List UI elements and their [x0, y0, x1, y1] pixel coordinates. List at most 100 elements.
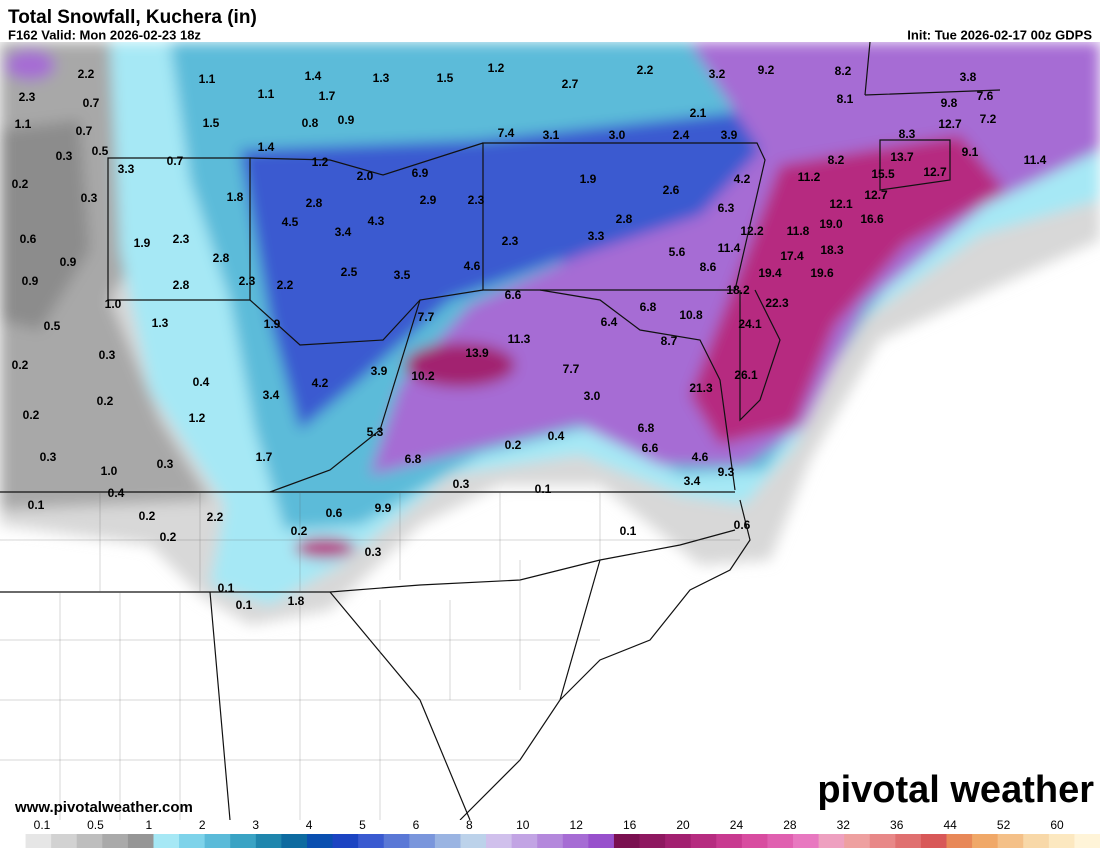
snowfall-label: 1.9 — [134, 236, 151, 250]
snowfall-label: 1.8 — [288, 594, 305, 608]
legend-swatch — [613, 834, 641, 848]
snowfall-label: 0.6 — [20, 232, 37, 246]
snowfall-label: 0.2 — [97, 394, 114, 408]
legend-swatch — [460, 834, 487, 848]
legend-swatch — [920, 834, 948, 848]
legend-tick-label: 24 — [730, 818, 744, 832]
snowfall-label: 15.5 — [871, 167, 895, 181]
legend-swatch — [383, 834, 410, 848]
snowfall-label: 1.0 — [101, 464, 118, 478]
logo: pivotal weather — [817, 769, 1094, 811]
snowfall-label: 2.7 — [562, 77, 579, 91]
snowfall-label: 0.1 — [218, 581, 235, 595]
legend-swatch — [230, 834, 257, 848]
legend-swatch — [51, 834, 78, 848]
snowfall-label: 9.2 — [758, 63, 775, 77]
snowfall-label: 0.2 — [139, 509, 156, 523]
snowfall-label: 3.3 — [118, 162, 135, 176]
snowfall-label: 1.9 — [580, 172, 597, 186]
snowfall-label: 0.1 — [620, 524, 637, 538]
legend-tick-label: 4 — [306, 818, 313, 832]
snowfall-label: 0.7 — [167, 154, 184, 168]
snowfall-label: 2.8 — [213, 251, 230, 265]
snowfall-label: 0.9 — [22, 274, 39, 288]
snowfall-label: 1.7 — [319, 89, 336, 103]
snowfall-label: 1.3 — [373, 71, 390, 85]
snowfall-label: 4.6 — [464, 259, 481, 273]
legend-swatch — [76, 834, 103, 848]
snowfall-label: 11.3 — [508, 332, 531, 346]
snowfall-label: 13.7 — [890, 150, 914, 164]
legend-swatch — [716, 834, 743, 848]
legend-swatch — [179, 834, 206, 848]
snowfall-label: 1.4 — [305, 69, 322, 83]
legend-tick-label: 6 — [413, 818, 420, 832]
snowfall-label: 6.9 — [412, 166, 429, 180]
snowfall-label: 0.3 — [40, 450, 57, 464]
snowfall-label: 0.4 — [193, 375, 210, 389]
snowfall-label: 11.8 — [787, 224, 810, 238]
legend-swatch — [639, 834, 666, 848]
snowfall-label: 2.4 — [673, 128, 690, 142]
snowfall-label: 8.1 — [837, 92, 854, 106]
snowfall-label: 0.1 — [535, 482, 552, 496]
legend-swatch — [741, 834, 768, 848]
map-title: Total Snowfall, Kuchera (in) — [8, 7, 257, 28]
snowfall-label: 11.2 — [798, 170, 821, 184]
legend-tick-label: 2 — [199, 818, 206, 832]
snowfall-label: 6.3 — [718, 201, 735, 215]
snowfall-label: 0.6 — [734, 518, 751, 532]
snowfall-label: 9.1 — [962, 145, 979, 159]
snowfall-label: 8.7 — [661, 334, 678, 348]
snowfall-label: 2.8 — [616, 212, 633, 226]
snowfall-label: 7.2 — [980, 112, 997, 126]
snowfall-label: 1.8 — [227, 190, 244, 204]
snowfall-label: 0.2 — [12, 358, 29, 372]
legend-swatch — [409, 834, 436, 848]
snowfall-label: 4.2 — [734, 172, 751, 186]
legend-swatch — [204, 834, 231, 848]
snowfall-label: 4.6 — [692, 450, 709, 464]
snowfall-label: 3.1 — [543, 128, 560, 142]
legend-tick-label: 8 — [466, 818, 473, 832]
snowfall-label: 3.4 — [335, 225, 352, 239]
snowfall-label: 1.1 — [15, 117, 32, 131]
snowfall-label: 0.9 — [338, 113, 355, 127]
legend-swatch — [946, 834, 973, 848]
snowfall-label: 2.3 — [468, 193, 485, 207]
snowfall-label: 7.7 — [418, 310, 435, 324]
legend-swatch — [588, 834, 615, 848]
legend-tick-label: 28 — [783, 818, 797, 832]
snowfall-label: 5.6 — [669, 245, 686, 259]
legend-tick-label: 1 — [145, 818, 152, 832]
snowfall-label: 1.2 — [312, 155, 329, 169]
snowfall-label: 2.2 — [277, 278, 294, 292]
snowfall-label: 3.9 — [721, 128, 738, 142]
snowfall-label: 2.3 — [19, 90, 36, 104]
legend-swatch — [690, 834, 717, 848]
legend-swatch — [358, 834, 385, 848]
snowfall-label: 2.0 — [357, 169, 374, 183]
snowfall-label: 1.5 — [437, 71, 454, 85]
legend-tick-label: 0.1 — [34, 818, 51, 832]
snowfall-label: 12.1 — [829, 197, 853, 211]
snowfall-label: 0.3 — [365, 545, 382, 559]
legend-tick-label: 12 — [570, 818, 584, 832]
snowfall-label: 1.2 — [488, 61, 505, 75]
snowfall-label: 1.5 — [203, 116, 220, 130]
snowfall-label: 2.3 — [173, 232, 190, 246]
legend-swatch — [1074, 834, 1100, 848]
snowfall-label: 12.2 — [740, 224, 764, 238]
snowfall-label: 0.5 — [44, 319, 61, 333]
snowfall-label: 9.9 — [375, 501, 392, 515]
snowfall-label: 18.3 — [820, 243, 844, 257]
init-time: Init: Tue 2026-02-17 00z GDPS — [907, 27, 1092, 42]
legend-tick-label: 16 — [623, 818, 637, 832]
snowfall-label: 6.8 — [405, 452, 422, 466]
legend-tick-label: 20 — [676, 818, 690, 832]
website: www.pivotalweather.com — [14, 799, 193, 816]
legend-swatch — [255, 834, 282, 848]
snowfall-label: 0.2 — [12, 177, 29, 191]
snowfall-label: 11.4 — [1024, 153, 1047, 167]
legend-swatch — [434, 834, 461, 848]
